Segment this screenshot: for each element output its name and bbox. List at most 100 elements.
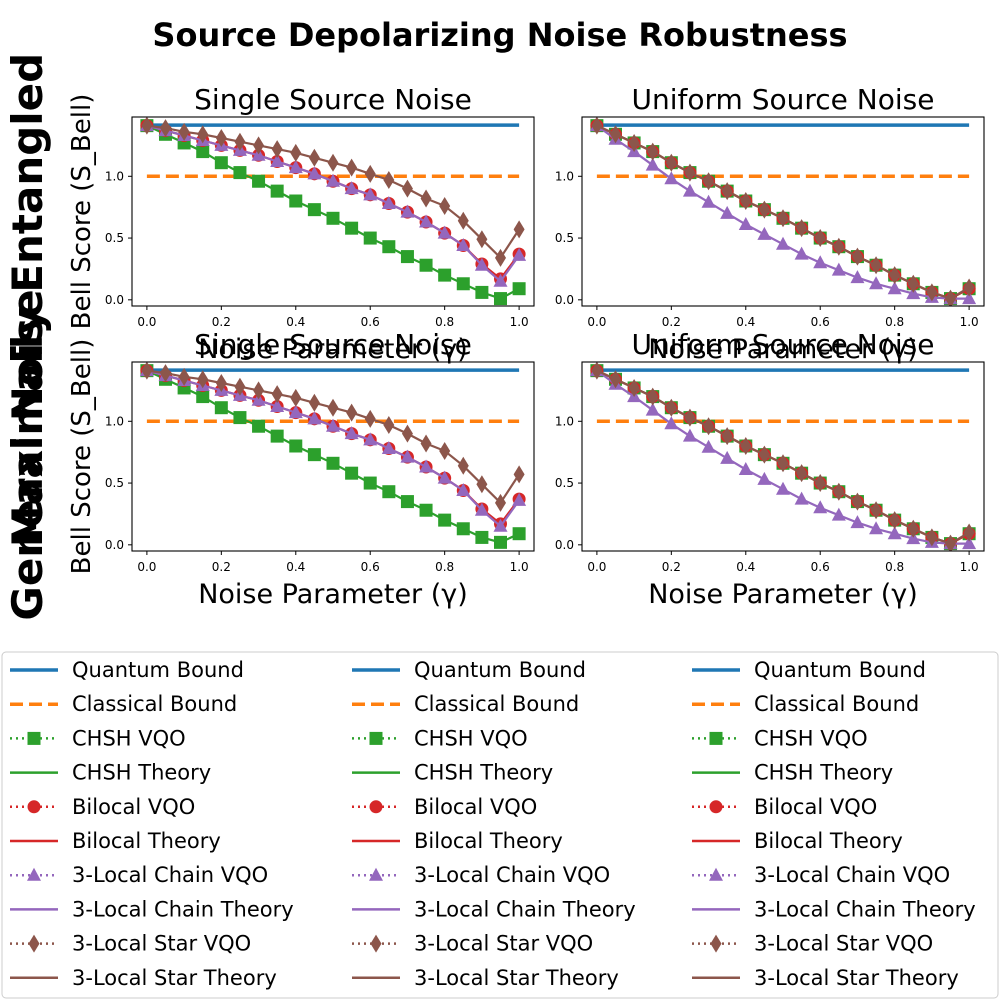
data-point <box>381 440 396 454</box>
data-point <box>850 515 865 529</box>
legend-label: Classical Bound <box>72 692 237 716</box>
legend-item: Classical Bound <box>692 692 919 716</box>
y-tick-label: 0.5 <box>555 231 574 245</box>
data-point <box>776 236 790 250</box>
data-point <box>289 194 303 208</box>
data-point <box>962 536 977 550</box>
data-point <box>591 362 603 380</box>
series-2 <box>139 363 527 532</box>
panel-0: 0.0 0.2 0.4 0.6 0.8 1.0 0.0 0.5 1.0 Single Source… <box>67 83 535 365</box>
data-point <box>437 470 452 484</box>
data-point <box>346 403 358 422</box>
data-point <box>720 450 735 464</box>
legend-item: 3-Local Chain VQO <box>352 863 610 887</box>
x-tick-label: 0.2 <box>662 315 681 329</box>
legend-item: Bilocal VQO <box>10 795 195 819</box>
data-point <box>383 416 395 434</box>
legend-item: Bilocal VQO <box>352 795 537 819</box>
data-point <box>850 270 865 284</box>
series-0 <box>140 119 526 306</box>
data-point <box>400 449 415 463</box>
data-point <box>307 166 322 180</box>
x-tick-label: 1.0 <box>960 315 979 329</box>
legend-marker <box>709 867 723 881</box>
x-tick-label: 0.2 <box>662 560 681 574</box>
data-point <box>645 157 660 171</box>
legend-label: Bilocal Theory <box>72 829 221 853</box>
legend-item: 3-Local Chain Theory <box>692 897 976 921</box>
x-tick-label: 0.4 <box>736 560 755 574</box>
data-point <box>344 426 359 440</box>
data-point <box>400 495 414 509</box>
legend-label: CHSH Theory <box>72 761 211 785</box>
y-tick-label: 1.0 <box>555 169 574 183</box>
data-point <box>796 464 808 483</box>
data-point <box>776 481 790 495</box>
data-point <box>684 408 696 427</box>
data-point <box>831 507 846 521</box>
data-point <box>889 511 901 530</box>
data-point <box>215 129 227 147</box>
legend-marker <box>709 731 723 745</box>
data-point <box>628 378 640 397</box>
series-2 <box>139 118 527 287</box>
y-tick-label: 1.0 <box>105 414 124 428</box>
legend-label: Classical Bound <box>754 692 919 716</box>
y-tick-label: 0.5 <box>555 476 574 490</box>
x-tick-label: 0.4 <box>286 560 305 574</box>
data-point <box>419 503 433 517</box>
x-tick-label: 0.8 <box>435 560 454 574</box>
data-point <box>197 370 209 389</box>
data-point <box>364 164 376 183</box>
data-point <box>647 142 659 161</box>
axes-frame <box>131 116 535 307</box>
x-tick-label: 0.8 <box>885 315 904 329</box>
data-point <box>253 381 265 400</box>
data-point <box>963 523 975 542</box>
data-point <box>833 482 845 501</box>
data-point <box>926 283 938 302</box>
x-tick-label: 0.0 <box>587 315 606 329</box>
data-point <box>889 266 901 285</box>
legend-label: Bilocal Theory <box>414 829 563 853</box>
data-point <box>794 246 809 260</box>
data-point <box>252 419 266 433</box>
legend-label: 3-Local Chain Theory <box>414 897 636 921</box>
data-point <box>308 393 320 412</box>
data-point <box>457 456 469 475</box>
legend-item: 3-Local Chain Theory <box>10 897 294 921</box>
data-point <box>214 156 228 170</box>
data-point <box>271 385 283 404</box>
legend-item: CHSH Theory <box>352 761 553 785</box>
data-point <box>474 257 489 271</box>
legend-label: CHSH VQO <box>414 726 528 750</box>
data-point <box>701 194 716 208</box>
legend-marker <box>27 800 41 814</box>
legend-item: 3-Local Star Theory <box>692 966 959 990</box>
data-point <box>401 179 413 198</box>
legend-item: 3-Local Star Theory <box>352 966 619 990</box>
data-point <box>253 136 265 155</box>
data-point <box>794 491 809 505</box>
data-point <box>400 204 415 218</box>
data-point <box>363 476 377 490</box>
data-point <box>757 471 772 485</box>
data-point <box>290 388 302 407</box>
legend-item: 3-Local Star Theory <box>10 966 277 990</box>
legend-item: Quantum Bound <box>692 658 926 682</box>
legend-label: 3-Local Star Theory <box>72 966 277 990</box>
legend-column-1: Quantum Bound Classical Bound CHSH VQO CHSH… <box>352 658 636 990</box>
data-point <box>610 370 621 389</box>
data-point <box>757 226 772 240</box>
y-tick-label: 0.0 <box>105 538 124 552</box>
data-point <box>364 409 376 428</box>
data-point <box>887 281 902 295</box>
data-point <box>493 518 508 532</box>
data-point <box>474 502 489 516</box>
data-point <box>233 411 247 425</box>
x-tick-label: 0.6 <box>811 315 830 329</box>
legend-label: 3-Local Star VQO <box>414 932 593 956</box>
data-point <box>234 377 246 396</box>
y-axis-label: Bell Score (S_Bell) <box>67 94 97 330</box>
legend-marker <box>27 731 41 745</box>
